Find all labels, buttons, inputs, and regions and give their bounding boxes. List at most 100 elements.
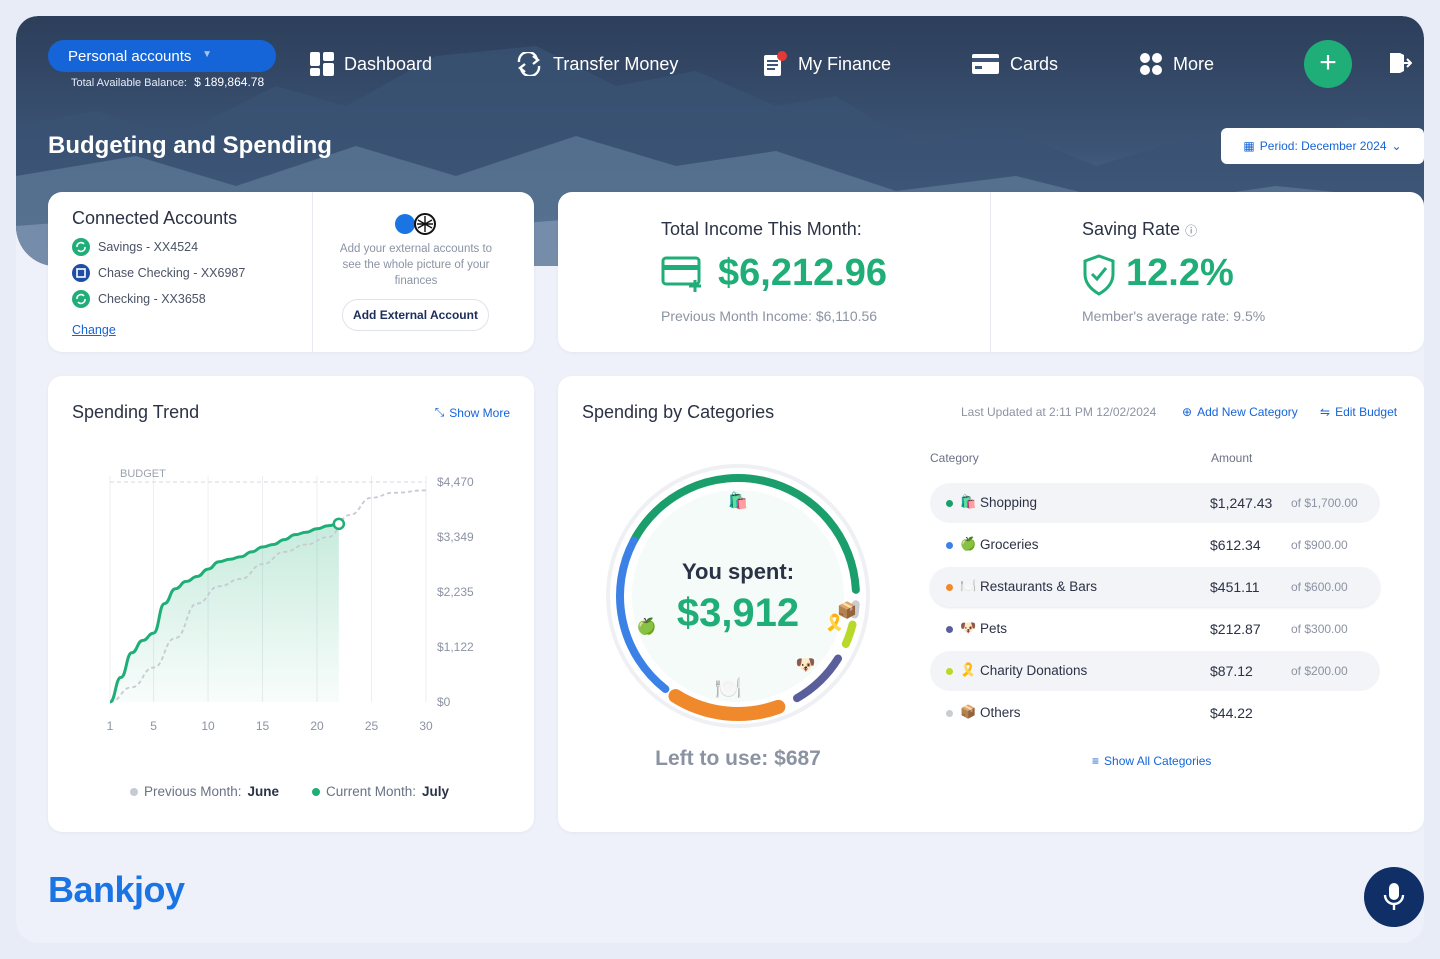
- category-icon: 📦: [960, 704, 977, 719]
- category-amount: $87.12: [1210, 663, 1253, 679]
- charity-marker: 🎗️: [825, 613, 845, 632]
- shopping-marker: 🛍️: [728, 491, 748, 510]
- sync-icon: [72, 238, 90, 256]
- income-value: $6,212.96: [718, 252, 888, 294]
- legend-dot: [312, 787, 320, 796]
- category-name: Charity Donations: [980, 663, 1088, 678]
- show-all-label: Show All Categories: [1104, 754, 1212, 768]
- category-icon: 🎗️: [960, 662, 977, 677]
- page-title: Budgeting and Spending: [48, 132, 332, 159]
- others-marker: 📦: [837, 600, 857, 619]
- info-icon[interactable]: ⓘ: [1185, 224, 1198, 238]
- category-row[interactable]: 🍽️ Restaurants & Bars $451.11 of $600.00: [930, 567, 1380, 607]
- spending-donut: 🛍️ 🍏 🍽️ 🐶 🎗️📦: [606, 464, 870, 728]
- period-selector[interactable]: ▦ Period: December 2024 ⌄: [1221, 128, 1424, 164]
- category-row[interactable]: 📦 Others $44.22: [930, 693, 1380, 733]
- nav-dashboard[interactable]: Dashboard: [310, 50, 432, 78]
- show-more-link[interactable]: ⤡ Show More: [435, 405, 510, 420]
- last-updated: Last Updated at 2:11 PM 12/02/2024: [961, 405, 1157, 419]
- others-arc: [850, 600, 860, 619]
- shield-check-icon: [1083, 254, 1115, 296]
- card-icon: [972, 54, 999, 74]
- sliders-icon: ⇋: [1320, 405, 1331, 419]
- category-icon: 🍽️: [960, 578, 977, 593]
- pets-marker: 🐶: [796, 657, 816, 674]
- current-point-marker: [332, 517, 346, 531]
- category-name: Pets: [980, 621, 1008, 636]
- account-name: Savings - XX4524: [98, 240, 199, 254]
- balance-label: Total Available Balance:: [71, 77, 187, 89]
- x-tick-label: 25: [365, 719, 379, 733]
- category-row[interactable]: 🐶 Pets $212.87 of $300.00: [930, 609, 1380, 649]
- nav-dashboard-label: Dashboard: [344, 53, 433, 74]
- add-external-account-button[interactable]: Add External Account: [342, 299, 489, 331]
- external-accounts-text: Add your external accounts to see the wh…: [339, 243, 493, 287]
- restaurants-arc: [668, 689, 786, 721]
- filter-icon: ≡: [1092, 754, 1100, 768]
- spending-categories-card: Spending by Categories Last Updated at 2…: [558, 376, 1424, 832]
- connected-accounts-card: Connected Accounts Savings - XX4524 Chas…: [48, 192, 534, 352]
- category-amount: $212.87: [1210, 621, 1261, 637]
- sync-icon: [72, 290, 90, 308]
- add-new-category-label: Add New Category: [1197, 405, 1298, 419]
- category-row[interactable]: 🛍️ Shopping $1,247.43 of $1,700.00: [930, 483, 1380, 523]
- bank-logos-icon: [395, 213, 436, 235]
- legend-curr-value: July: [422, 784, 450, 799]
- category-amount: $1,247.43: [1210, 495, 1273, 511]
- income-card: Total Income This Month: $6,212.96 Previ…: [558, 192, 1424, 352]
- category-icon: 🍏: [960, 536, 977, 551]
- expand-icon: ⤡: [434, 405, 445, 419]
- pets-arc: [793, 654, 843, 703]
- category-name: Others: [980, 705, 1021, 720]
- category-name: Groceries: [980, 537, 1039, 552]
- nav-cards-label: Cards: [1010, 53, 1059, 74]
- add-button[interactable]: +: [1304, 40, 1352, 88]
- finance-icon: [764, 51, 787, 76]
- y-tick-label: $1,122: [437, 640, 474, 654]
- edit-budget-link[interactable]: ⇋ Edit Budget: [1320, 405, 1397, 419]
- current-month-area: [110, 523, 339, 702]
- dashboard-icon: [310, 52, 334, 76]
- income-title: Total Income This Month:: [661, 219, 862, 239]
- previous-month-line: [109, 489, 427, 703]
- nav-my-finance[interactable]: My Finance: [762, 50, 891, 78]
- x-tick-label: 30: [419, 719, 433, 733]
- category-limit: of $1,700.00: [1291, 496, 1358, 510]
- category-color-dot: [946, 668, 953, 675]
- nav-cards[interactable]: Cards: [972, 50, 1058, 78]
- legend-prev-label: Previous Month:: [144, 784, 242, 799]
- x-tick-label: 1: [107, 719, 114, 733]
- groceries-arc: [616, 536, 670, 693]
- y-tick-label: $2,235: [437, 585, 474, 599]
- spent-label: You spent:: [681, 559, 795, 584]
- x-tick-label: 5: [150, 719, 157, 733]
- category-row[interactable]: 🎗️ Charity Donations $87.12 of $200.00: [930, 651, 1380, 691]
- category-icon: 🐶: [960, 620, 977, 635]
- legend-prev-value: June: [247, 784, 280, 799]
- nav-transfer-money[interactable]: Transfer Money: [515, 50, 678, 78]
- category-color-dot: [946, 626, 953, 633]
- account-row: Savings - XX4524: [72, 238, 198, 256]
- add-circle-icon: ⊕: [1182, 405, 1193, 419]
- category-amount: $44.22: [1210, 705, 1253, 721]
- budget-label: BUDGET: [120, 468, 166, 480]
- calendar-icon: ▦: [1243, 139, 1255, 153]
- voice-assistant-button[interactable]: [1364, 867, 1424, 927]
- category-amount: $612.34: [1210, 537, 1261, 553]
- category-color-dot: [946, 710, 953, 717]
- logout-icon[interactable]: [1388, 52, 1412, 74]
- x-tick-label: 20: [310, 719, 324, 733]
- legend-current: Current Month: July: [312, 784, 449, 799]
- add-new-category-link[interactable]: ⊕ Add New Category: [1182, 405, 1298, 419]
- change-link[interactable]: Change: [72, 323, 116, 337]
- edit-budget-label: Edit Budget: [1335, 405, 1398, 419]
- col-category-header: Category: [930, 451, 979, 465]
- nav-more[interactable]: More: [1139, 50, 1214, 78]
- category-row[interactable]: 🍏 Groceries $612.34 of $900.00: [930, 525, 1380, 565]
- spending-trend-card: Spending Trend ⤡ Show More BUDGET 1 5 10 15 2…: [48, 376, 534, 832]
- total-balance: Total Available Balance: $ 189,864.78: [71, 75, 264, 89]
- category-limit: of $600.00: [1291, 580, 1348, 594]
- show-all-categories-link[interactable]: ≡ Show All Categories: [1092, 754, 1211, 768]
- account-selector[interactable]: Personal accounts ▼: [48, 40, 276, 72]
